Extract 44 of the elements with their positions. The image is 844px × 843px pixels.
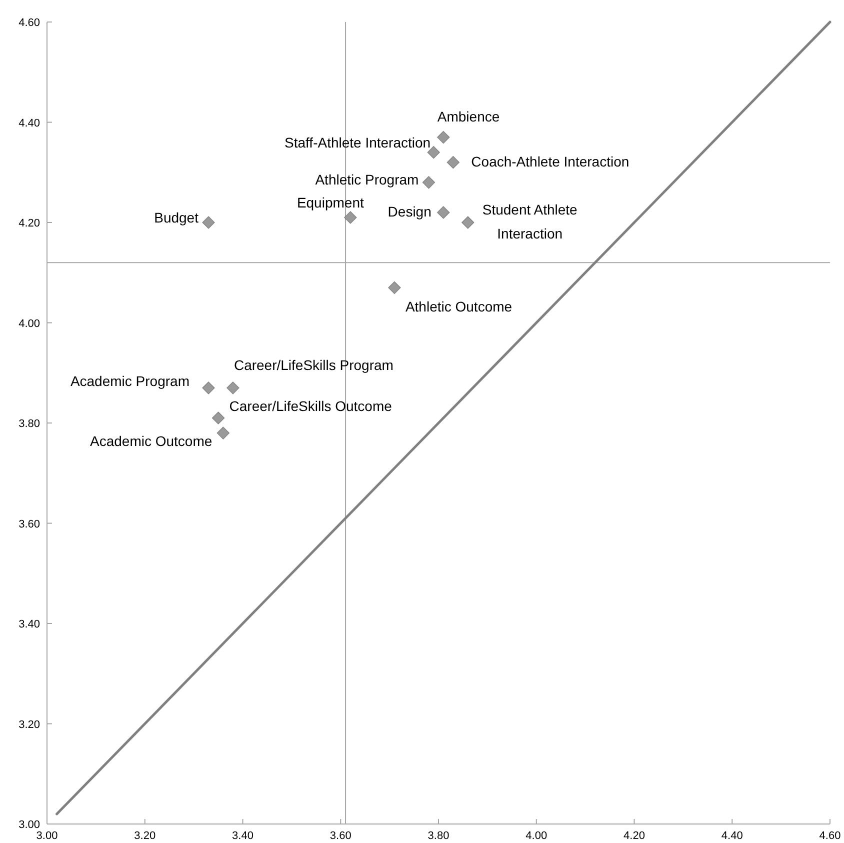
point [344, 211, 357, 224]
point [427, 146, 440, 159]
point [388, 281, 401, 294]
x-tick-label: 4.60 [819, 830, 841, 842]
x-tick-label: 4.00 [526, 830, 548, 842]
point [422, 176, 436, 189]
point [437, 206, 450, 219]
series-label: Career/LifeSkills Program [234, 356, 394, 373]
y-tick-label: 4.40 [18, 117, 40, 130]
x-tick-label: 3.00 [36, 830, 58, 842]
series-label: Staff-Athlete Interaction [284, 134, 431, 150]
point [216, 426, 230, 440]
series-label: Ambience [437, 108, 500, 124]
series-label: Design [388, 203, 432, 220]
point [202, 382, 215, 394]
x-tick-label: 3.80 [428, 830, 450, 842]
point [226, 382, 240, 394]
series-label: Academic Outcome [90, 433, 212, 450]
series-label: Athletic Outcome [405, 298, 512, 315]
x-tick-label: 3.60 [330, 830, 352, 842]
series-label: Athletic Program [315, 171, 419, 188]
series-label: Student Athlete Interaction [482, 202, 578, 242]
y-tick-label: 3.00 [18, 819, 40, 831]
y-tick-label: 4.20 [18, 218, 40, 230]
y-tick-label: 3.40 [18, 618, 40, 630]
point [437, 130, 450, 144]
x-tick-label: 4.20 [624, 830, 645, 842]
point [462, 216, 474, 229]
series-label: Equipment [296, 194, 364, 210]
y-tick-label: 4.00 [18, 318, 40, 330]
x-tick-label: 3.40 [232, 830, 254, 842]
point [446, 156, 460, 169]
y-tick-label: 4.60 [18, 17, 40, 29]
y-tick-label: 3.20 [18, 718, 40, 731]
x-tick-label: 3.20 [134, 830, 156, 842]
y-tick-label: 3.80 [18, 418, 40, 430]
point [202, 216, 215, 229]
x-tick-label: 4.40 [721, 830, 743, 842]
point [212, 412, 225, 424]
y-tick-label: 3.60 [18, 518, 40, 530]
series-label: Coach-Athlete Interaction [471, 153, 630, 170]
series-label: Budget [154, 210, 199, 226]
series-label: Career/LifeSkills Outcome [229, 398, 392, 414]
series-label: Academic Program [70, 372, 190, 389]
